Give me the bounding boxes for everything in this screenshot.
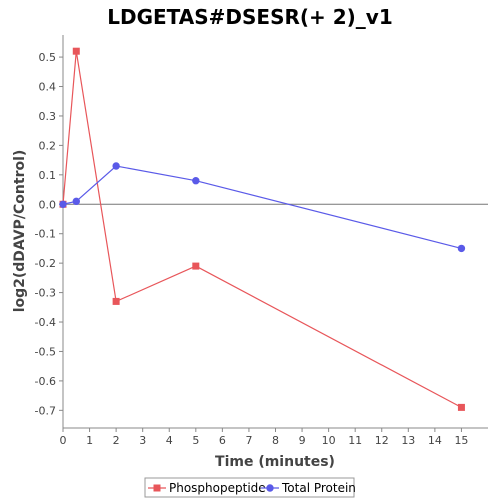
- x-tick-label: 12: [375, 434, 389, 447]
- data-point-phosphopeptide: [72, 47, 80, 55]
- x-axis-ticks: 0 1 2 3 4 5 6 7 8 9 10 11 12 13 14 15: [60, 428, 468, 447]
- series-group: [59, 47, 466, 411]
- legend-label-total-protein: Total Protein: [281, 481, 356, 495]
- x-tick-label: 5: [192, 434, 199, 447]
- y-tick-label: -0.5: [35, 345, 56, 358]
- x-tick-label: 13: [401, 434, 415, 447]
- x-axis-title: Time (minutes): [215, 454, 335, 470]
- y-tick-label: 0.3: [39, 110, 57, 123]
- x-tick-label: 3: [139, 434, 146, 447]
- legend: Phosphopeptide Total Protein: [144, 477, 356, 498]
- data-point-total-protein: [59, 200, 67, 208]
- y-tick-label: 0.4: [39, 81, 57, 94]
- legend-marker-total-protein: [266, 484, 274, 492]
- y-tick-label: 0.5: [39, 51, 57, 64]
- y-tick-label: -0.1: [35, 228, 56, 241]
- x-tick-label: 9: [299, 434, 306, 447]
- y-tick-label: -0.3: [35, 287, 56, 300]
- y-tick-label: -0.7: [35, 404, 56, 417]
- y-axis-ticks: 0.5 0.4 0.3 0.2 0.1 0.0 -0.1 -0.2 -0.3 -0.4 -0.5 -0…: [35, 51, 63, 417]
- x-tick-label: 15: [454, 434, 468, 447]
- y-tick-label: -0.6: [35, 375, 56, 388]
- x-tick-label: 1: [86, 434, 93, 447]
- x-tick-label: 4: [166, 434, 173, 447]
- data-point-total-protein: [72, 197, 80, 206]
- y-axis-title: log2(dDAVP/Control): [12, 150, 28, 313]
- chart-title: LDGETAS#DSESR(+ 2)_v1: [107, 5, 393, 29]
- y-tick-label: 0.0: [39, 198, 57, 211]
- x-tick-label: 14: [428, 434, 442, 447]
- x-tick-label: 10: [322, 434, 336, 447]
- x-tick-label: 2: [113, 434, 120, 447]
- legend-marker-phosphopeptide: [153, 484, 161, 492]
- data-point-phosphopeptide: [192, 262, 200, 270]
- x-tick-label: 6: [219, 434, 226, 447]
- legend-label-phosphopeptide: Phosphopeptide: [169, 481, 266, 495]
- y-tick-label: 0.2: [39, 139, 57, 152]
- data-point-total-protein: [112, 162, 120, 170]
- plot-area: [63, 35, 488, 428]
- x-tick-label: 11: [348, 434, 362, 447]
- y-tick-label: 0.1: [39, 169, 57, 182]
- y-tick-label: -0.4: [35, 316, 56, 329]
- y-tick-label: -0.2: [35, 257, 56, 270]
- x-tick-label: 8: [272, 434, 279, 447]
- data-point-total-protein: [457, 244, 466, 253]
- legend-items: Phosphopeptide Total Protein: [148, 481, 356, 495]
- x-tick-label: 0: [60, 434, 67, 447]
- x-tick-label: 7: [245, 434, 252, 447]
- data-point-total-protein: [192, 177, 200, 185]
- data-point-phosphopeptide: [112, 297, 120, 305]
- data-point-phosphopeptide: [457, 403, 465, 411]
- legend-box: [144, 477, 355, 498]
